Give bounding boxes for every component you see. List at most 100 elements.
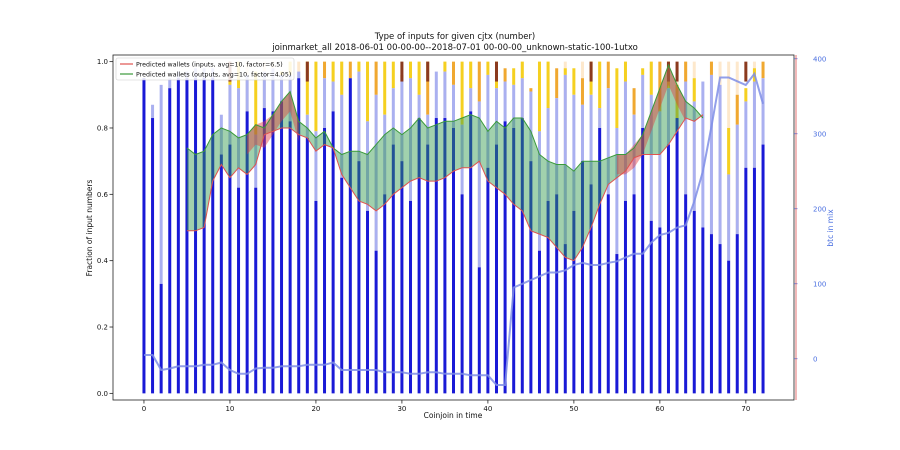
bar-remix-segment — [452, 84, 455, 128]
bar-remix-segment — [391, 88, 395, 145]
bar-yellow-segment — [709, 61, 713, 75]
bar-remix-segment — [314, 131, 318, 201]
bar-fresh-segment — [357, 161, 361, 394]
bar-fresh-segment — [477, 267, 481, 394]
bar-yellow-segment — [529, 88, 533, 92]
bar-yellow-segment — [537, 61, 541, 132]
bar-fresh-segment — [709, 234, 713, 394]
bar-yellow-segment — [615, 68, 619, 128]
bar-yellow-segment — [658, 61, 662, 112]
bar-remix-segment — [323, 78, 327, 128]
bar-remix-segment — [254, 134, 258, 188]
bar-remix-segment — [589, 94, 593, 185]
bar-fresh-segment — [563, 244, 567, 394]
bar-fresh-segment — [443, 118, 447, 394]
y-tick-label: 0.8 — [97, 124, 108, 132]
bar-remix-segment — [529, 91, 533, 162]
bar-peach-segment — [297, 61, 301, 79]
bar-yellow-segment — [649, 61, 653, 95]
bar-brown-segment — [675, 61, 679, 82]
bar-yellow-segment — [340, 61, 344, 95]
bar-remix-segment — [727, 174, 731, 261]
bar-remix-segment — [486, 74, 490, 168]
bar-fresh-segment — [486, 167, 490, 394]
bar-yellow-segment — [391, 61, 395, 89]
bar-fresh-segment — [572, 210, 576, 394]
bar-fresh-segment — [151, 118, 155, 394]
bar-fresh-segment — [176, 78, 180, 394]
bar-remix-segment — [503, 81, 507, 122]
bar-fresh-segment — [718, 244, 722, 394]
bar-fresh-segment — [245, 111, 249, 394]
bar-yellow-segment — [555, 68, 559, 99]
wallet-band-red-fill — [247, 91, 299, 155]
bar-fresh-segment — [434, 118, 438, 394]
bar-fresh-segment — [280, 101, 284, 394]
bars-layer — [142, 61, 765, 394]
bar-fresh-segment — [684, 194, 688, 394]
bar-remix-segment — [409, 78, 413, 201]
bar-fresh-segment — [400, 161, 404, 394]
bar-yellow-segment — [606, 61, 610, 89]
bar-fresh-segment — [297, 78, 301, 394]
bar-remix-segment — [219, 114, 223, 155]
bar-remix-segment — [426, 114, 430, 145]
bar-remix-segment — [580, 104, 584, 162]
bar-yellow-segment — [477, 61, 481, 102]
y-tick-label: 0.0 — [97, 390, 108, 398]
bar-fresh-segment — [366, 210, 370, 394]
bar-remix-segment — [469, 88, 473, 112]
bar-fresh-segment — [520, 118, 524, 394]
bar-remix-segment — [701, 81, 705, 228]
bar-fresh-segment — [761, 144, 765, 394]
bar-remix-segment — [262, 71, 266, 109]
bar-remix-segment — [563, 74, 567, 245]
axes-frame — [112, 54, 795, 401]
bar-fresh-segment — [460, 194, 464, 394]
bar-yellow-segment — [761, 61, 765, 79]
bar-fresh-segment — [340, 177, 344, 394]
bar-fresh-segment — [202, 78, 206, 394]
bar-fresh-segment — [219, 154, 223, 394]
bar-fresh-segment — [675, 118, 679, 394]
chart-title: Type of inputs for given cjtx (number) — [374, 32, 536, 42]
bar-yellow-segment — [641, 68, 645, 75]
bar-brown-segment — [666, 61, 670, 82]
bar-fresh-segment — [254, 187, 258, 394]
bar-fresh-segment — [606, 194, 610, 394]
bar-yellow-segment — [348, 61, 352, 79]
bar-remix-segment — [297, 71, 301, 79]
bar-fresh-segment — [426, 144, 430, 394]
bar-remix-segment — [658, 111, 662, 228]
chart-subtitle: joinmarket_all 2018-06-01 00-00-00--2018… — [271, 43, 638, 53]
bar-remix-segment — [357, 71, 361, 162]
x-axis: 0 10 20 30 40 50 60 70 — [142, 400, 750, 413]
bar-fresh-segment — [211, 78, 215, 394]
bar-yellow-segment — [366, 61, 370, 122]
bar-fresh-segment — [494, 144, 498, 394]
bar-remix-segment — [340, 94, 344, 178]
bar-remix-segment — [271, 68, 275, 112]
bar-yellow-segment — [254, 71, 258, 135]
bar-remix-segment — [709, 74, 713, 235]
bar-fresh-segment — [383, 194, 387, 394]
y-tick-label: 0.4 — [97, 257, 109, 265]
bar-remix-segment — [718, 84, 722, 245]
bar-fresh-segment — [658, 227, 662, 394]
bar-yellow-segment — [675, 84, 679, 119]
bar-remix-segment — [632, 114, 636, 195]
bar-fresh-segment — [331, 111, 335, 394]
bar-fresh-segment — [503, 121, 507, 394]
y-axis-label: Fraction of input numbers — [85, 180, 94, 277]
bar-fresh-segment — [632, 194, 636, 394]
bar-yellow-segment — [692, 78, 696, 102]
bar-fresh-segment — [168, 88, 172, 394]
bar-fresh-segment — [744, 167, 748, 394]
bar-yellow-segment — [520, 61, 524, 79]
y2-tick-label: 400 — [813, 55, 826, 63]
bar-yellow-segment — [305, 61, 309, 115]
bar-remix-segment — [434, 71, 438, 119]
x-tick-label: 70 — [741, 405, 750, 413]
bar-brown-segment — [494, 61, 498, 82]
